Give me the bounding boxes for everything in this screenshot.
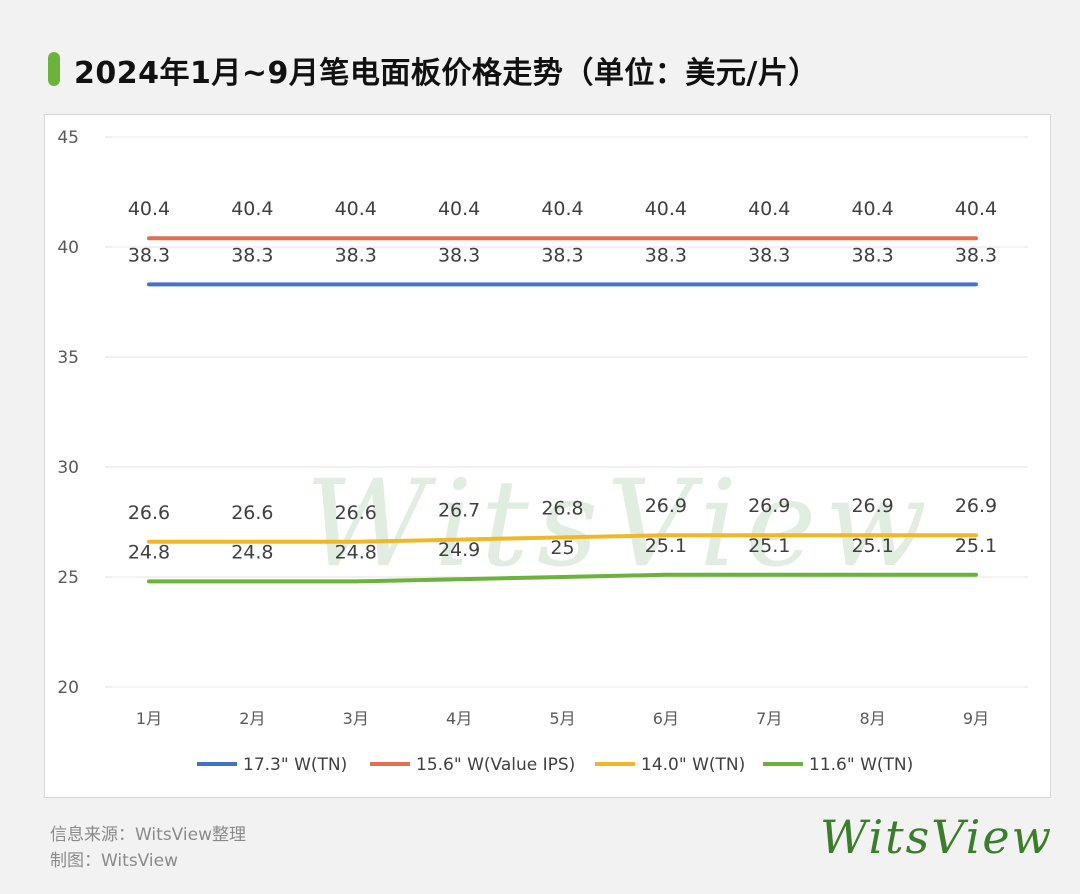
data-label: 40.4 — [128, 198, 170, 220]
x-tick-label: 5月 — [549, 709, 575, 728]
x-tick-label: 6月 — [653, 709, 679, 728]
data-label: 26.6 — [231, 502, 273, 524]
x-tick-label: 2月 — [239, 709, 265, 728]
x-tick-label: 1月 — [136, 709, 162, 728]
data-label: 40.4 — [438, 198, 480, 220]
witsview-logo: WitsView — [820, 810, 1053, 864]
x-tick-label: 8月 — [860, 709, 886, 728]
data-label: 26.8 — [541, 497, 583, 519]
data-label: 24.8 — [128, 541, 170, 563]
data-label: 38.3 — [128, 244, 170, 266]
data-label: 24.8 — [335, 541, 377, 563]
data-label: 26.9 — [748, 495, 790, 517]
data-label: 25.1 — [955, 535, 997, 557]
legend-label: 14.0" W(TN) — [641, 755, 745, 775]
credit-note: 制图：WitsView — [50, 851, 179, 871]
data-label: 25.1 — [645, 535, 687, 557]
series-line — [147, 572, 978, 584]
data-label: 40.4 — [335, 198, 377, 220]
series-line — [147, 533, 978, 544]
legend-label: 15.6" W(Value IPS) — [416, 755, 575, 775]
y-tick-label: 25 — [57, 568, 79, 588]
data-label: 26.7 — [438, 500, 480, 522]
data-label: 25.1 — [851, 535, 893, 557]
legend-label: 11.6" W(TN) — [809, 755, 913, 775]
data-label: 25 — [550, 537, 574, 559]
data-label: 38.3 — [541, 244, 583, 266]
page-title: 2024年1月~9月笔电面板价格走势（单位：美元/片） — [74, 56, 819, 91]
data-label: 40.4 — [645, 198, 687, 220]
data-label: 24.8 — [231, 541, 273, 563]
data-label: 26.6 — [128, 502, 170, 524]
data-label: 38.3 — [335, 244, 377, 266]
data-label: 24.9 — [438, 539, 480, 561]
y-tick-label: 20 — [57, 678, 79, 698]
x-tick-label: 3月 — [343, 709, 369, 728]
x-tick-label: 9月 — [963, 709, 989, 728]
data-label: 38.3 — [645, 244, 687, 266]
data-label: 26.9 — [645, 495, 687, 517]
y-tick-label: 30 — [57, 458, 79, 478]
y-tick-label: 45 — [57, 128, 79, 148]
data-label: 38.3 — [438, 244, 480, 266]
data-label: 26.9 — [955, 495, 997, 517]
title-accent-bar — [48, 52, 60, 86]
chart-card: WitsView 20 25 30 35 40 45 1月 2月 3月 4月 5月 6月 7月 8月 9月 3… — [44, 114, 1051, 798]
data-label: 26.6 — [335, 502, 377, 524]
y-tick-label: 40 — [57, 238, 79, 258]
source-note: 信息来源：WitsView整理 — [50, 825, 247, 845]
legend-label: 17.3" W(TN) — [243, 755, 347, 775]
data-label: 40.4 — [851, 198, 893, 220]
x-tick-label: 4月 — [446, 709, 472, 728]
line-chart: 20 25 30 35 40 45 1月 2月 3月 4月 5月 6月 7月 8月 9月 38.3 38.3 38… — [57, 128, 1028, 775]
x-tick-label: 7月 — [756, 709, 782, 728]
data-label: 40.4 — [231, 198, 273, 220]
data-label: 38.3 — [955, 244, 997, 266]
data-label: 38.3 — [231, 244, 273, 266]
data-label: 40.4 — [541, 198, 583, 220]
data-label: 40.4 — [748, 198, 790, 220]
data-label: 38.3 — [851, 244, 893, 266]
data-label: 25.1 — [748, 535, 790, 557]
data-label: 38.3 — [748, 244, 790, 266]
y-tick-label: 35 — [57, 348, 79, 368]
data-label: 40.4 — [955, 198, 997, 220]
data-label: 26.9 — [851, 495, 893, 517]
